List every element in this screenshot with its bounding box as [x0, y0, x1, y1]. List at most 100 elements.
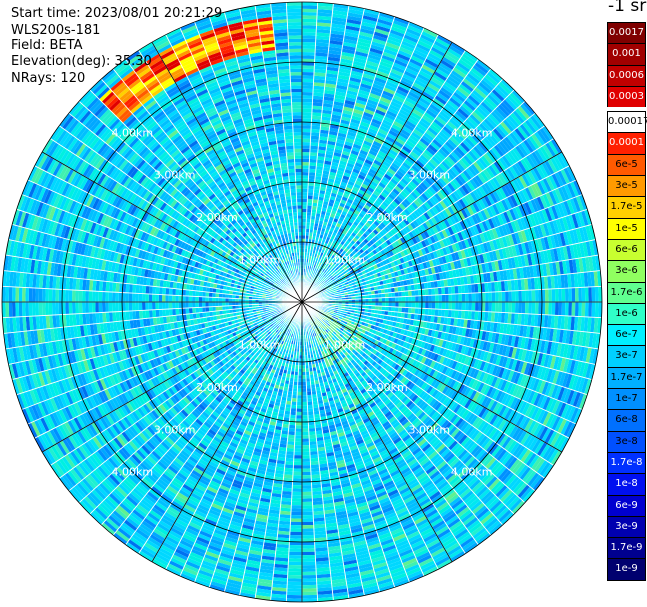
range-bin-cell [323, 96, 335, 102]
range-bin-cell [342, 147, 352, 153]
range-bin-cell [310, 219, 315, 223]
range-bin-cell [458, 126, 470, 137]
range-bin-cell [398, 151, 408, 160]
range-bin-cell [388, 306, 392, 312]
range-bin-cell [339, 61, 353, 68]
range-bin-cell [378, 181, 387, 189]
range-bin-cell [345, 201, 352, 207]
range-bin-cell [369, 195, 377, 203]
range-bin-cell [308, 235, 313, 240]
range-bin-cell [447, 309, 452, 318]
range-bin-cell [444, 286, 449, 295]
range-bin-cell [392, 120, 404, 129]
range-bin-cell [354, 137, 365, 144]
range-bin-cell [380, 122, 392, 130]
range-bin-cell [333, 148, 343, 154]
range-bin-cell [334, 214, 340, 220]
range-bin-cell [373, 175, 382, 182]
range-bin-cell [392, 19, 409, 29]
range-bin-cell [435, 150, 446, 161]
range-bin-cell [357, 37, 372, 45]
range-bin-cell [434, 136, 445, 146]
range-bin-cell [478, 81, 492, 94]
range-bin-cell [392, 62, 407, 71]
range-bin-cell [448, 118, 461, 129]
range-bin-cell [313, 283, 317, 287]
range-bin-cell [441, 294, 446, 302]
range-bin-cell [407, 91, 421, 100]
range-bin-cell [393, 198, 401, 206]
range-bin-cell [315, 268, 319, 273]
range-bin-cell [435, 68, 450, 79]
range-bin-cell [353, 140, 363, 147]
range-bin-cell [335, 211, 342, 217]
range-bin-cell [373, 220, 380, 227]
range-bin-cell [351, 64, 365, 71]
range-bin-cell [302, 238, 306, 243]
range-bin-cell [323, 160, 332, 166]
range-bin-cell [445, 102, 458, 113]
range-bin-cell [429, 49, 444, 60]
range-bin-cell [332, 7, 349, 13]
range-bin-cell [429, 158, 439, 168]
range-bin-cell [317, 149, 326, 154]
range-bin-cell [361, 183, 369, 190]
range-bin-cell [318, 193, 325, 198]
range-bin-cell [316, 276, 320, 281]
range-bin-cell [313, 75, 326, 80]
range-bin-cell [398, 108, 411, 118]
range-bin-cell [372, 115, 384, 123]
range-bin-cell [311, 112, 322, 117]
range-bin-cell [521, 290, 526, 302]
range-bin-cell [321, 109, 333, 115]
range-bin-cell [328, 50, 342, 56]
range-bin-cell [319, 259, 324, 264]
range-bin-cell [302, 88, 314, 93]
range-bin-cell [393, 16, 410, 25]
range-bin-cell [420, 94, 433, 104]
range-bin-cell [350, 149, 360, 156]
range-bin-cell [448, 294, 452, 302]
range-bin-cell [381, 54, 396, 63]
range-bin-cell [430, 76, 444, 87]
range-bin-cell [317, 5, 333, 11]
range-bin-cell [331, 16, 347, 23]
range-bin-cell [471, 283, 476, 294]
range-bin-cell [302, 212, 307, 216]
range-bin-cell [449, 136, 460, 147]
range-bin-cell [314, 283, 318, 288]
range-bin-cell [319, 275, 323, 279]
range-bin-cell [472, 64, 487, 77]
range-bin-cell [311, 236, 316, 241]
range-bin-cell [313, 192, 320, 197]
range-bin-cell [400, 190, 409, 199]
range-bin-cell [454, 310, 459, 319]
range-bin-cell [314, 279, 318, 284]
range-bin-cell [372, 202, 380, 209]
range-bin-cell [368, 124, 380, 132]
range-bin-cell [342, 106, 354, 112]
range-bin-cell [312, 270, 316, 275]
range-bin-cell [411, 85, 424, 95]
range-bin-cell [325, 150, 334, 156]
range-bin-cell [302, 115, 312, 119]
range-bin-cell [345, 25, 361, 32]
range-bin-cell [311, 270, 314, 274]
range-bin-cell [341, 150, 351, 157]
range-bin-cell [408, 21, 424, 31]
range-bin-cell [474, 87, 488, 99]
range-bin-cell [447, 138, 458, 149]
range-bin-cell [327, 205, 333, 211]
range-bin-cell [447, 75, 461, 87]
range-bin-cell [335, 222, 342, 228]
range-bin-cell [312, 267, 316, 271]
range-bin-cell [347, 221, 353, 227]
range-bin-cell [349, 192, 357, 198]
range-bin-cell [318, 278, 323, 283]
range-bin-cell [353, 165, 362, 172]
range-bin-cell [302, 85, 314, 89]
range-bin-cell [355, 206, 362, 213]
range-bin-cell [314, 182, 321, 187]
range-bin-cell [364, 105, 377, 113]
range-bin-cell [369, 216, 376, 223]
